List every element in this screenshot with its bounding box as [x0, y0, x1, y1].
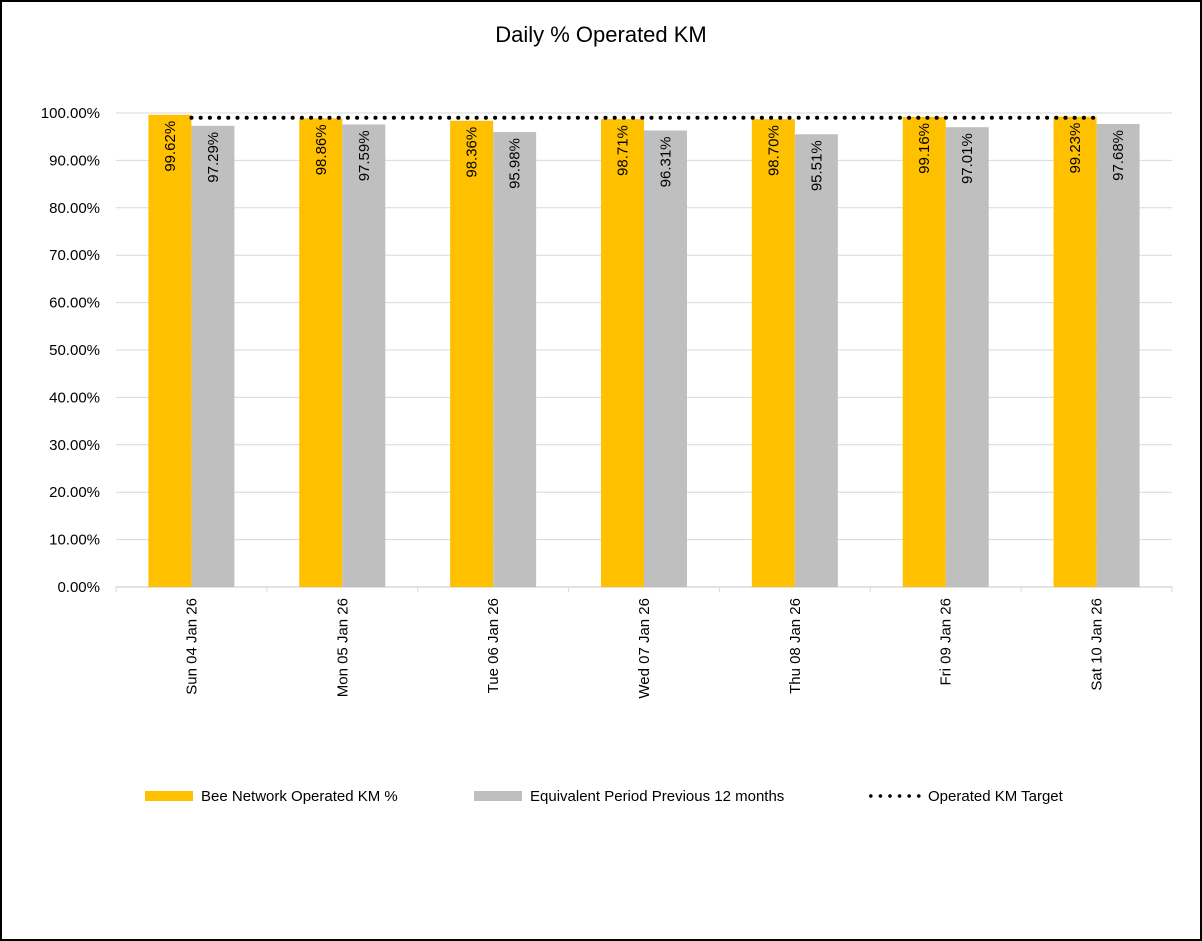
y-tick-label: 60.00% — [49, 295, 100, 312]
bar-previous-period[interactable] — [945, 127, 989, 587]
bar-bee-network[interactable] — [148, 114, 192, 587]
bar-bee-network[interactable] — [450, 120, 494, 588]
x-category-label: Tue 06 Jan 26 — [485, 598, 502, 693]
x-category-label: Wed 07 Jan 26 — [636, 598, 653, 699]
y-tick-label: 100.00% — [41, 105, 100, 122]
y-tick-label: 70.00% — [49, 247, 100, 264]
bar-bee-network[interactable] — [902, 116, 946, 587]
data-label: 98.71% — [615, 125, 632, 176]
chart-legend: Bee Network Operated KM % Equivalent Per… — [0, 785, 1202, 807]
bar-bee-network[interactable] — [299, 118, 343, 588]
legend-label: Operated KM Target — [928, 787, 1063, 805]
data-label: 97.59% — [356, 130, 373, 181]
data-label: 98.86% — [313, 124, 330, 175]
y-tick-label: 80.00% — [49, 200, 100, 217]
bar-bee-network[interactable] — [751, 119, 795, 588]
chart-plot-area: 0.00% 10.00% 20.00% 30.00% 40.00% 50.00% 60.00… — [41, 105, 1173, 699]
y-tick-label: 90.00% — [49, 152, 100, 169]
data-label: 97.29% — [205, 132, 222, 183]
data-label: 95.98% — [507, 138, 524, 189]
x-category-label: Sun 04 Jan 26 — [183, 598, 200, 695]
data-label: 98.70% — [765, 125, 782, 176]
chart-title: Daily % Operated KM — [495, 22, 707, 47]
bar-bee-network[interactable] — [1053, 116, 1097, 587]
y-tick-label: 0.00% — [57, 579, 100, 596]
legend-item-previous-period[interactable]: Equivalent Period Previous 12 months — [474, 785, 784, 807]
y-tick-label: 30.00% — [49, 437, 100, 454]
bar-previous-period[interactable] — [644, 130, 687, 587]
legend-label: Bee Network Operated KM % — [201, 787, 398, 805]
y-tick-label: 10.00% — [49, 532, 100, 549]
legend-swatch-yellow-icon — [145, 791, 193, 801]
bar-previous-period[interactable] — [493, 132, 537, 587]
legend-dotted-line-icon — [866, 794, 924, 798]
legend-swatch-gray-icon — [474, 791, 522, 801]
bar-previous-period[interactable] — [342, 124, 386, 587]
x-category-label: Fri 09 Jan 26 — [938, 598, 955, 686]
data-label: 99.16% — [916, 123, 933, 174]
x-category-label: Mon 05 Jan 26 — [334, 598, 351, 697]
y-tick-label: 20.00% — [49, 484, 100, 501]
bar-bee-network[interactable] — [601, 119, 644, 588]
x-category-label: Sat 10 Jan 26 — [1089, 598, 1106, 691]
data-label: 95.51% — [808, 140, 825, 191]
data-label: 99.23% — [1067, 123, 1084, 174]
legend-item-target[interactable]: Operated KM Target — [866, 785, 1063, 807]
data-label: 97.68% — [1110, 130, 1127, 181]
y-tick-label: 50.00% — [49, 342, 100, 359]
data-label: 97.01% — [959, 133, 976, 184]
legend-label: Equivalent Period Previous 12 months — [530, 787, 785, 805]
legend-item-bee-network[interactable]: Bee Network Operated KM % — [145, 785, 398, 807]
data-label: 96.31% — [658, 136, 675, 187]
data-label: 98.36% — [464, 127, 481, 178]
bar-previous-period[interactable] — [191, 125, 235, 587]
bar-previous-period[interactable] — [1096, 123, 1140, 588]
y-tick-label: 40.00% — [49, 389, 100, 406]
data-label: 99.62% — [162, 121, 179, 172]
bar-previous-period[interactable] — [794, 134, 838, 587]
x-category-label: Thu 08 Jan 26 — [787, 598, 804, 694]
